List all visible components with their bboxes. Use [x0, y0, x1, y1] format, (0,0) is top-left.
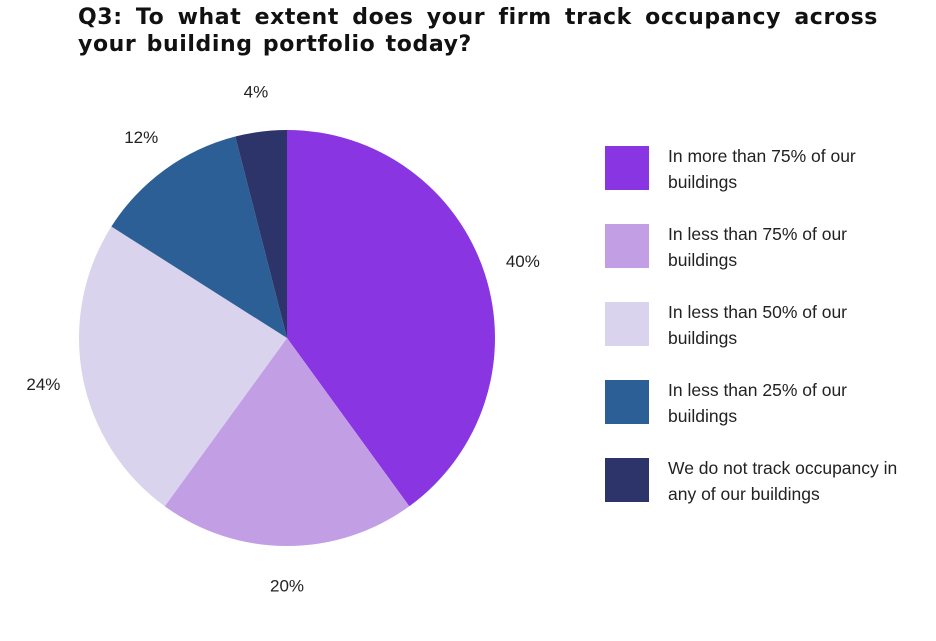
legend-label: In less than 25% of our buildings — [668, 380, 847, 426]
legend-swatch — [605, 224, 649, 268]
slice-value-label: 12% — [124, 128, 158, 147]
slice-value-label: 40% — [506, 252, 540, 271]
pie-slice — [235, 130, 287, 338]
slice-value-label: 20% — [270, 577, 304, 596]
pie-slice — [111, 136, 287, 338]
pie-slices — [78, 130, 496, 547]
slice-value-label: 4% — [244, 82, 269, 101]
legend-label: We do not track occupancy in any of our … — [668, 458, 898, 504]
legend-swatch — [605, 302, 649, 346]
pie-slice — [164, 338, 410, 547]
pie-slice — [287, 130, 496, 507]
pie-slice-labels: 40% 20% 24% 12% 4% — [26, 82, 540, 595]
legend-swatch — [605, 146, 649, 190]
pie-slice — [78, 226, 287, 507]
legend-swatch — [605, 380, 649, 424]
slice-value-label: 24% — [26, 375, 60, 394]
legend-label: In less than 75% of our buildings — [668, 224, 847, 270]
legend-label: In more than 75% of our buildings — [668, 146, 856, 192]
legend-swatch — [605, 458, 649, 502]
legend-label: In less than 50% of our buildings — [668, 302, 847, 348]
chart-title: Q3: To what extent does your firm track … — [78, 5, 878, 57]
